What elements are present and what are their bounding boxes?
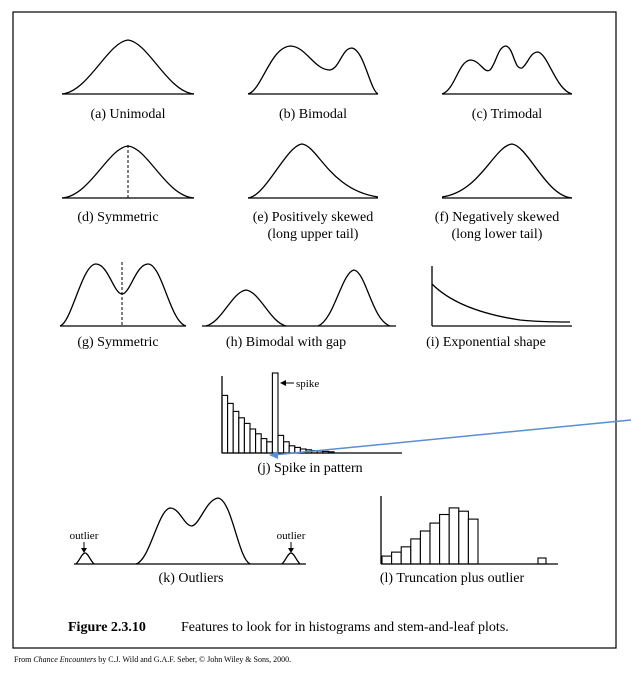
right-outlier-bump: [281, 552, 301, 565]
histogram-bar: [410, 538, 421, 565]
source-title: Chance Encounters: [33, 655, 96, 664]
pointer-arrow-head: [269, 451, 278, 459]
histogram-bar: [255, 433, 262, 454]
exponential-curve: [431, 283, 571, 323]
panel-h-bimodal-gap: (h) Bimodal with gap: [202, 269, 396, 350]
spike-arrow-head: [280, 380, 286, 386]
panel-l-truncation: (l) Truncation plus outlier: [380, 496, 558, 586]
panel-g-symmetric-bimodal: (g) Symmetric: [59, 262, 187, 350]
histogram-bar: [429, 522, 441, 565]
caption-b: (b) Bimodal: [279, 107, 347, 122]
pointer-line: [272, 419, 632, 456]
caption-g: (g) Symmetric: [77, 335, 158, 350]
panel-k-outliers: outlier outlier (k) Outliers: [70, 497, 306, 586]
caption-j: (j) Spike in pattern: [257, 461, 362, 476]
source-credit: From Chance Encounters by C.J. Wild and …: [14, 655, 291, 664]
main-bimodal-curve: [135, 497, 251, 565]
caption-l: (l) Truncation plus outlier: [380, 571, 525, 586]
histogram-bar: [419, 530, 431, 565]
pointer-annotation: [269, 419, 632, 459]
histogram-bar: [227, 402, 234, 454]
histogram-bar: [238, 417, 245, 454]
panel-f-negatively-skewed: (f) Negatively skewed (long lower tail): [435, 143, 573, 242]
negative-skew-curve: [441, 143, 573, 199]
histogram-bar: [467, 518, 479, 565]
caption-a: (a) Unimodal: [90, 107, 165, 122]
figure-number: Figure 2.3.10: [68, 620, 146, 635]
outlier-label-left: outlier: [70, 530, 99, 542]
caption-i: (i) Exponential shape: [426, 335, 546, 350]
figure-border: [12, 11, 617, 649]
caption-d: (d) Symmetric: [77, 210, 158, 225]
caption-h: (h) Bimodal with gap: [226, 335, 346, 350]
symmetric-bimodal-curve: [59, 263, 187, 327]
histogram-bar: [439, 513, 450, 565]
trimodal-curve: [441, 45, 573, 95]
source-prefix: From: [14, 655, 33, 664]
histogram-bar: [381, 555, 393, 565]
histogram-bar: [266, 441, 273, 454]
histogram-bar: [448, 507, 460, 565]
histogram-bar: [288, 445, 296, 454]
panel-j-spike: spike (j) Spike in pattern: [221, 372, 402, 476]
right-mode-curve: [317, 269, 391, 327]
left-outlier-bump: [75, 552, 95, 565]
source-suffix: by C.J. Wild and G.A.F. Seber, © John Wi…: [96, 655, 291, 664]
panel-d-symmetric: (d) Symmetric: [61, 145, 195, 225]
histogram-bar: [243, 422, 251, 454]
caption-c: (c) Trimodal: [472, 107, 543, 122]
histogram-bar: [249, 428, 257, 454]
outlier-arrow-right-head: [288, 548, 294, 553]
histogram-bar: [283, 441, 290, 454]
panel-i-exponential: (i) Exponential shape: [426, 266, 572, 350]
caption-f-line2: (long lower tail): [452, 227, 543, 242]
histogram-bar: [221, 394, 229, 454]
figure-caption: Features to look for in histograms and s…: [181, 620, 509, 635]
left-mode-curve: [205, 289, 287, 327]
histogram-bar: [391, 551, 402, 565]
outlier-label-right: outlier: [277, 530, 306, 542]
caption-f-line1: (f) Negatively skewed: [435, 210, 559, 225]
histogram-bar: [458, 510, 469, 565]
caption-k: (k) Outliers: [159, 571, 224, 586]
histogram-bar: [400, 546, 412, 565]
histogram-bar: [260, 438, 268, 454]
caption-e-line2: (long upper tail): [268, 227, 359, 242]
outlier-bar: [537, 557, 547, 565]
histogram-bar: [271, 372, 279, 454]
bimodal-curve: [247, 45, 379, 95]
unimodal-curve: [61, 39, 195, 95]
spike-label: spike: [296, 378, 319, 390]
panel-c-trimodal: (c) Trimodal: [441, 45, 573, 122]
panel-a-unimodal: (a) Unimodal: [61, 39, 195, 122]
truncated-histogram-bars: [381, 507, 479, 565]
panel-e-positively-skewed: (e) Positively skewed (long upper tail): [247, 143, 379, 242]
caption-e-line1: (e) Positively skewed: [253, 210, 374, 225]
histogram-bar: [277, 434, 285, 454]
positive-skew-curve: [247, 143, 379, 199]
histogram-bar: [232, 410, 240, 454]
outlier-arrow-left-head: [81, 548, 87, 553]
panel-b-bimodal: (b) Bimodal: [247, 45, 379, 122]
